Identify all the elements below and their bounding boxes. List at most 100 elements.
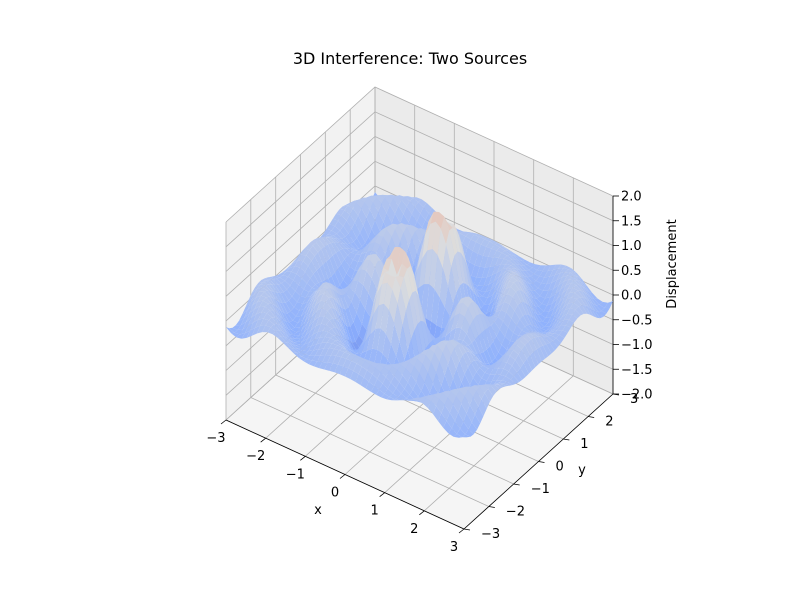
surface-face [495, 288, 504, 313]
surface-face [492, 279, 502, 295]
surface-face [262, 285, 271, 291]
surface-face [314, 252, 324, 268]
surface-face [294, 260, 304, 268]
surface-face [337, 357, 347, 367]
surface-face [337, 311, 346, 335]
surface-face [504, 381, 513, 386]
surface-face [397, 365, 406, 376]
surface-face [309, 245, 318, 257]
surface-face [386, 225, 395, 237]
surface-face [554, 307, 564, 322]
surface-face [524, 276, 533, 284]
x-tick [260, 437, 266, 443]
surface-face [328, 282, 337, 293]
surface-face [539, 321, 548, 327]
surface-face [513, 325, 522, 336]
surface-face [323, 324, 332, 332]
surface-face [393, 195, 402, 206]
surface-face [526, 282, 535, 291]
surface-face [263, 280, 272, 285]
surface-face [483, 349, 492, 364]
surface-face [235, 318, 245, 326]
surface-face [271, 276, 280, 279]
surface-face [412, 353, 421, 359]
surface-face [497, 383, 507, 388]
surface-face [263, 313, 272, 321]
surface-face [389, 366, 398, 377]
surface-face [499, 321, 509, 337]
surface-face [272, 331, 281, 338]
surface-face [331, 283, 340, 295]
surface-face [272, 297, 281, 311]
surface-face [323, 229, 332, 235]
surface-face [545, 288, 554, 299]
surface-face [313, 288, 322, 303]
surface-face [462, 386, 472, 391]
surface-face [489, 288, 498, 305]
surface-face [389, 199, 399, 214]
surface-face [493, 361, 502, 369]
surface-face [289, 343, 298, 349]
y-tick-label: −3 [481, 527, 500, 542]
surface-face [262, 325, 271, 333]
x-axis-label: x [314, 503, 322, 518]
surface-face [300, 326, 309, 339]
y-tick-label: −1 [531, 482, 550, 497]
surface-face [453, 368, 462, 391]
surface-face [550, 333, 560, 339]
surface-face [237, 322, 247, 330]
surface-face [465, 232, 474, 240]
surface-face [463, 333, 472, 346]
surface-face [346, 266, 355, 279]
surface-face [432, 221, 441, 256]
surface-face [270, 310, 279, 320]
surface-face [334, 220, 344, 231]
surface-face [510, 350, 519, 360]
surface-face [408, 196, 417, 199]
surface-face [383, 364, 393, 371]
surface-face [452, 298, 461, 313]
surface-face [454, 387, 463, 391]
surface-face [515, 354, 524, 368]
surface-face [324, 310, 333, 321]
surface-face [259, 287, 268, 292]
surface-face [332, 213, 342, 221]
surface-face [443, 420, 452, 434]
surface-face [506, 304, 515, 319]
surface-face [251, 306, 260, 318]
surface-face [395, 205, 404, 224]
surface-face [539, 271, 548, 278]
surface-face [475, 236, 485, 245]
surface-face [511, 310, 520, 326]
surface-face [295, 344, 305, 348]
surface-face [506, 254, 516, 260]
surface-face [301, 302, 310, 317]
surface-face [381, 225, 390, 231]
surface-face [339, 366, 349, 377]
surface-face [452, 227, 461, 253]
surface-face [464, 247, 473, 263]
surface-face [301, 271, 311, 284]
surface-face [349, 353, 358, 357]
surface-face [445, 389, 455, 392]
surface-face [321, 316, 330, 325]
surface-face [533, 298, 542, 307]
surface-face [481, 372, 490, 381]
surface-face [468, 422, 477, 435]
surface-face [281, 311, 290, 323]
surface-face [483, 275, 492, 286]
surface-face [293, 274, 302, 285]
surface-face [356, 232, 366, 247]
surface-face [261, 306, 270, 314]
surface-face [298, 278, 307, 290]
surface-face [405, 362, 415, 375]
surface-face [476, 367, 485, 379]
surface-face [496, 247, 505, 253]
surface-face [343, 273, 352, 287]
surface-face [475, 285, 484, 291]
surface-face [332, 340, 341, 346]
surface-face [314, 238, 323, 240]
surface-face [330, 235, 339, 240]
surface-face [352, 254, 362, 262]
surface-face [341, 236, 351, 245]
